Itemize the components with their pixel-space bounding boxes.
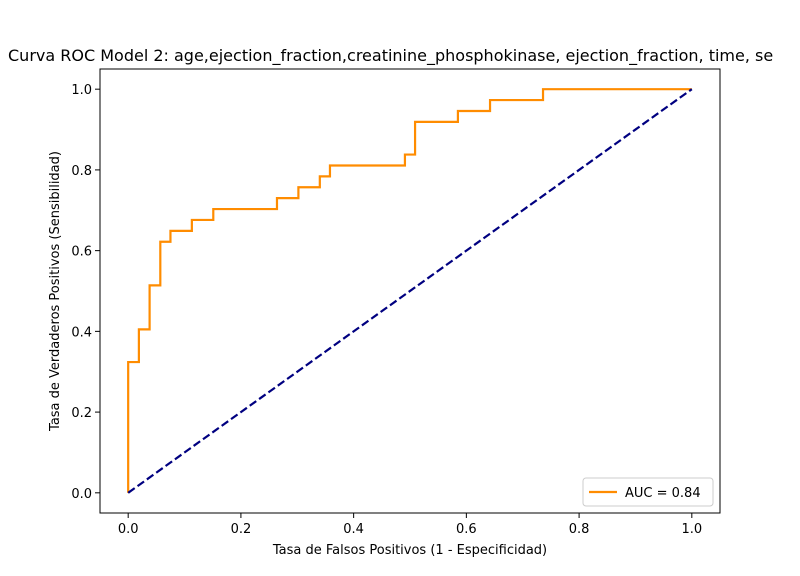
legend-label-auc: AUC = 0.84 xyxy=(625,486,701,501)
chart-title: Curva ROC Model 2: age,ejection_fraction… xyxy=(8,46,773,66)
x-tick-label: 0.2 xyxy=(231,522,252,537)
legend: AUC = 0.84 xyxy=(582,477,714,507)
roc-curve-line xyxy=(127,88,692,493)
x-tick-label: 0.0 xyxy=(118,522,139,537)
y-axis: 0.0 0.2 0.4 0.6 0.8 1.0 xyxy=(71,83,100,502)
plot-area xyxy=(99,68,721,514)
y-axis-label: Tasa de Verdaderos Positivos (Sensibilid… xyxy=(48,151,63,432)
y-tick-label: 0.0 xyxy=(71,487,92,502)
x-axis: 0.0 0.2 0.4 0.6 0.8 1.0 xyxy=(118,513,702,537)
y-tick-label: 0.6 xyxy=(71,245,92,260)
y-tick-label: 0.2 xyxy=(71,406,92,421)
y-tick-label: 0.4 xyxy=(71,325,92,340)
chance-line xyxy=(127,88,693,494)
axes-frame xyxy=(99,68,721,514)
legend-box xyxy=(582,477,714,507)
y-tick-label: 0.8 xyxy=(71,164,92,179)
x-tick-label: 1.0 xyxy=(681,522,702,537)
x-tick-label: 0.4 xyxy=(343,522,364,537)
y-tick-label: 1.0 xyxy=(71,83,92,98)
series-layer xyxy=(127,88,693,494)
x-axis-label: Tasa de Falsos Positivos (1 - Especifici… xyxy=(272,543,547,558)
x-tick-label: 0.6 xyxy=(456,522,477,537)
x-tick-label: 0.8 xyxy=(569,522,590,537)
